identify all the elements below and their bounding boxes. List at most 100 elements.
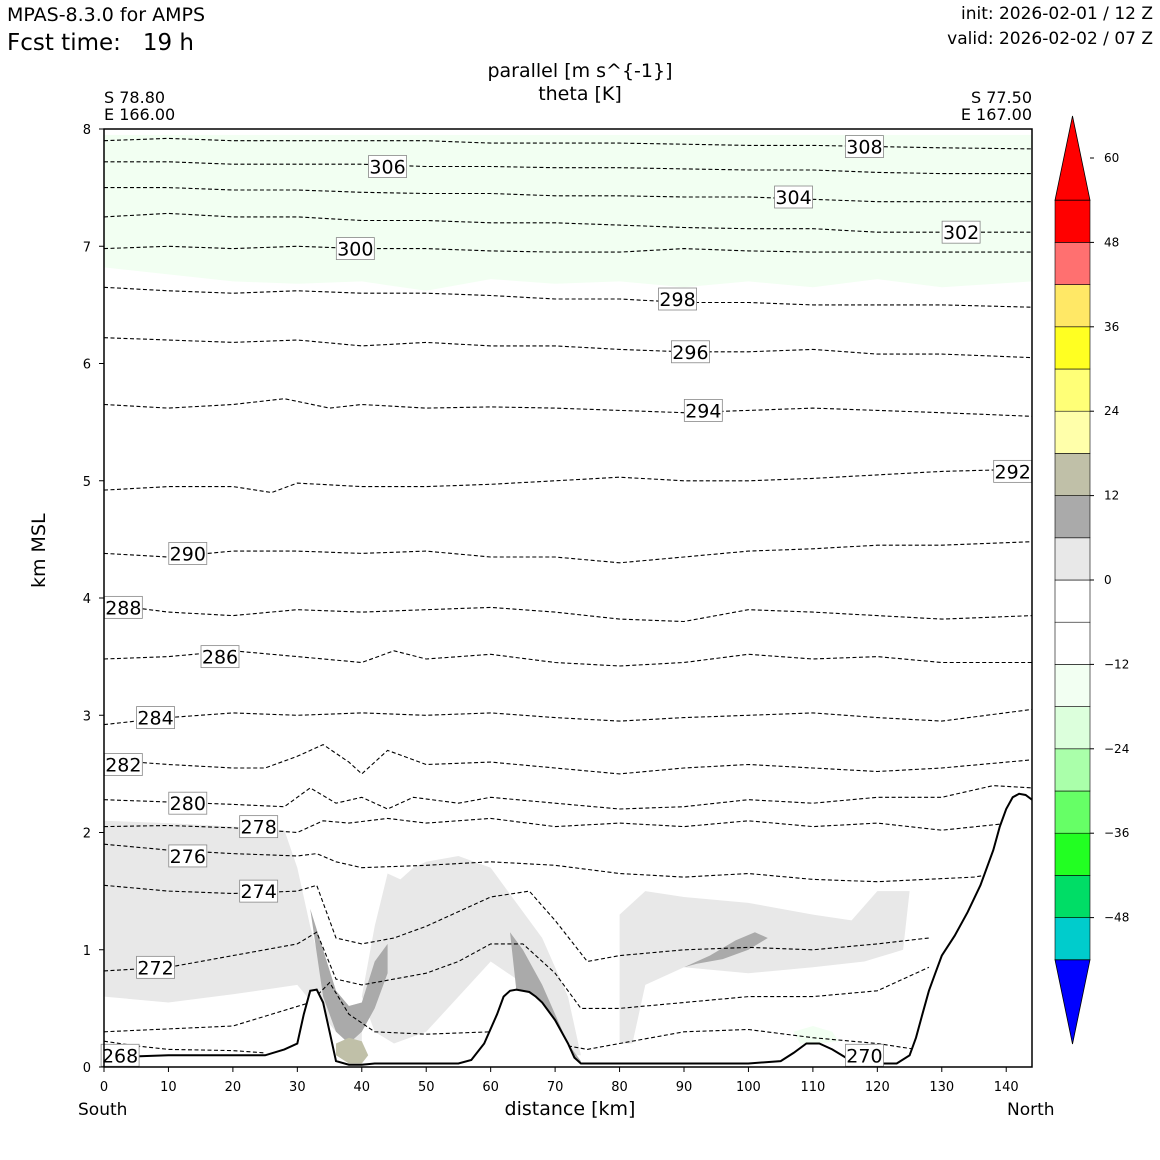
colorbar-tick-label--12: −12 [1104, 657, 1129, 671]
svg-text:302: 302 [943, 222, 979, 244]
svg-text:304: 304 [775, 187, 811, 209]
svg-text:278: 278 [241, 817, 277, 839]
right-lat: S 77.50 [970, 88, 1032, 107]
right-endpoint: S 77.50 E 167.00 [961, 89, 1032, 123]
theta-contour-294 [104, 398, 1032, 417]
contour-label-278: 278 [239, 815, 279, 839]
contour-label-298: 298 [658, 287, 697, 311]
colorbar-segment--36 [1054, 790, 1091, 834]
shade-olive-valley [336, 1037, 369, 1064]
forecast-time-value: 19 h [142, 30, 194, 56]
x-tick-label-60: 60 [482, 1080, 499, 1095]
contour-label-304: 304 [774, 185, 813, 209]
colorbar-tick-label--48: −48 [1104, 911, 1129, 925]
y-tick-label-3: 3 [83, 709, 91, 724]
colorbar-tick-label-24: 24 [1104, 404, 1119, 418]
forecast-time-label: Fcst time: [7, 30, 121, 56]
contour-label-296: 296 [671, 340, 710, 364]
svg-text:308: 308 [846, 137, 882, 159]
colorbar-tick-label--36: −36 [1104, 826, 1129, 840]
left-lat: S 78.80 [104, 88, 166, 107]
theta-contour-296 [104, 337, 1032, 359]
colorbar-tick-label-36: 36 [1104, 320, 1119, 334]
south-label: South [78, 1100, 128, 1120]
theta-contour-300 [104, 245, 1032, 253]
colorbar: −48 −36 −24 −12 0 12 24 36 48 60 [1054, 115, 1129, 1045]
colorbar-segment-24 [1054, 368, 1091, 412]
contour-label-288: 288 [103, 595, 143, 619]
terrain [104, 792, 1032, 1067]
colorbar-extend-min [1054, 959, 1091, 1045]
colorbar-segment--54 [1054, 917, 1091, 961]
x-tick-label-80: 80 [611, 1080, 628, 1095]
svg-text:294: 294 [685, 400, 721, 422]
theta-contour-302 [104, 212, 1032, 233]
x-tick-label-100: 100 [736, 1080, 761, 1095]
shade-gray-light-mid [361, 856, 581, 1056]
y-tick-label-1: 1 [83, 944, 91, 959]
y-tick-label-5: 5 [83, 475, 91, 490]
theta-contour-298 [104, 286, 1032, 308]
colorbar-segment-36 [1054, 284, 1091, 328]
x-tick-label-50: 50 [418, 1080, 435, 1095]
contour-label-270: 270 [845, 1043, 884, 1067]
y-tick-label-6: 6 [83, 358, 91, 373]
x-tick-label-120: 120 [865, 1080, 890, 1095]
theta-contour-270 [104, 981, 917, 1050]
y-tick-label-8: 8 [83, 123, 91, 138]
chart-title: parallel [m s^{-1}] [487, 60, 673, 82]
x-tick-label-40: 40 [354, 1080, 371, 1095]
colorbar-segment-0 [1054, 537, 1091, 581]
svg-text:284: 284 [137, 708, 173, 730]
theta-contour-292 [104, 468, 1032, 494]
colorbar-tick-label-60: 60 [1104, 151, 1119, 165]
chart-subtitle: theta [K] [538, 83, 622, 105]
svg-text:270: 270 [846, 1045, 882, 1067]
y-tick-label-0: 0 [83, 1061, 91, 1076]
left-lon: E 166.00 [104, 105, 176, 124]
terrain-fill [104, 793, 1032, 1067]
svg-text:280: 280 [170, 793, 206, 815]
colorbar-segment-42 [1054, 242, 1091, 285]
y-tick-label-7: 7 [83, 240, 91, 255]
shaded-wind-field [104, 134, 1032, 1064]
colorbar-segment-12 [1054, 453, 1091, 496]
right-lon: E 167.00 [960, 105, 1032, 124]
x-axis-label: distance [km] [504, 1098, 636, 1120]
shade-gray-dark-slope [510, 932, 581, 1064]
colorbar-segment--48 [1054, 875, 1091, 918]
x-tick-label-90: 90 [676, 1080, 693, 1095]
colorbar-segment-48 [1054, 199, 1091, 243]
left-endpoint: S 78.80 E 166.00 [104, 89, 175, 123]
theta-contour-308 [104, 137, 1032, 150]
colorbar-tick-label-12: 12 [1104, 489, 1119, 503]
svg-text:296: 296 [672, 342, 708, 364]
shade-green-weak-terrain [793, 1026, 839, 1044]
forecast-time: Fcst time: 19 h [7, 30, 194, 56]
y-axis-label: km MSL [28, 513, 50, 588]
theta-contour-272 [104, 931, 930, 1009]
y-tick-label-4: 4 [83, 592, 91, 607]
colorbar-segment--24 [1054, 706, 1091, 750]
colorbar-segment--30 [1054, 748, 1091, 792]
svg-text:272: 272 [137, 957, 173, 979]
contour-label-300: 300 [335, 237, 375, 261]
svg-text:300: 300 [337, 239, 373, 261]
contour-label-290: 290 [168, 542, 208, 565]
x-tick-label-30: 30 [289, 1080, 306, 1095]
svg-text:286: 286 [202, 647, 238, 669]
theta-contour-304 [104, 187, 1032, 203]
shade-gray-light-right [619, 891, 910, 1044]
x-tick-label-70: 70 [547, 1080, 564, 1095]
valid-time: valid: 2026-02-02 / 07 Z [947, 29, 1153, 49]
x-tick-label-20: 20 [225, 1080, 242, 1095]
colorbar-extend-max [1054, 115, 1091, 201]
axes: 0 10 20 30 40 50 60 70 80 90 100 110 120 130 140 0 1 2 3 4 5… [83, 123, 1019, 1095]
theta-contour-284 [104, 708, 1032, 726]
contour-label-268: 268 [100, 1043, 140, 1067]
theta-contours [104, 137, 1032, 1054]
contour-labels: 268 270 272 274 276 278 280 282 284 286 288 290 292 2… [100, 135, 1033, 1067]
svg-text:292: 292 [995, 461, 1031, 483]
colorbar-segment-6 [1054, 495, 1091, 539]
terrain-line [104, 792, 1032, 1066]
